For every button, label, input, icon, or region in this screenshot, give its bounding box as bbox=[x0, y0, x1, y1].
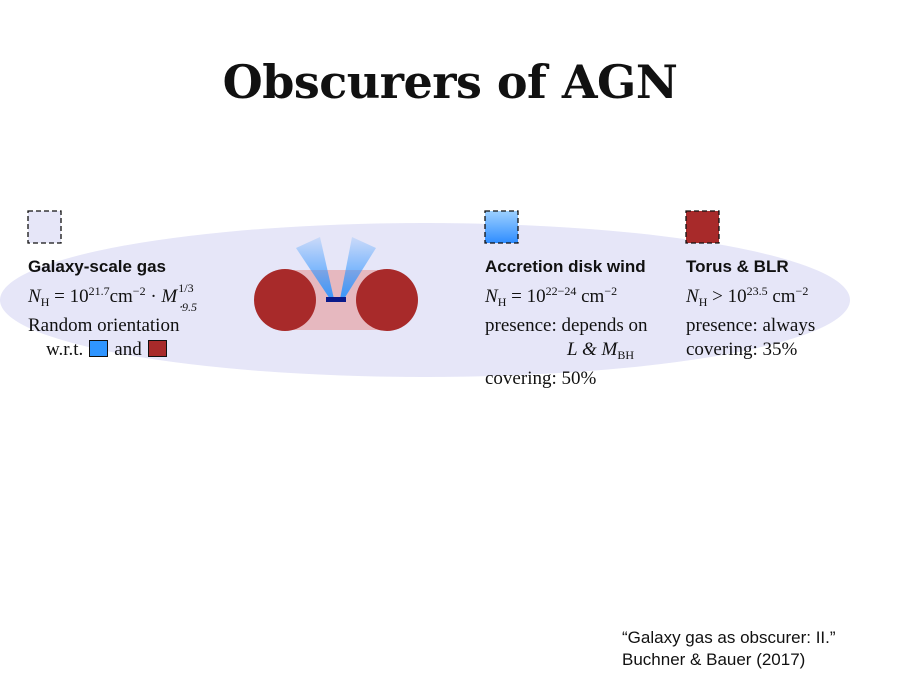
torus-heading: Torus & BLR bbox=[686, 257, 789, 276]
depends-on-text: L & M bbox=[567, 339, 618, 360]
nh-unit-exponent: −2 bbox=[604, 284, 618, 298]
nh-base: 10 bbox=[727, 286, 747, 307]
mass-subscript: ⋅9.5 bbox=[178, 300, 198, 314]
torus-mini-swatch bbox=[147, 340, 167, 357]
galaxy-gas-swatch bbox=[27, 210, 62, 244]
nh-base: 10 bbox=[69, 286, 89, 307]
torus-right-cloud bbox=[356, 269, 418, 331]
galaxy-gas-heading: Galaxy-scale gas bbox=[28, 257, 166, 276]
wind-cone-left bbox=[296, 237, 334, 299]
wrt-label: w.r.t. bbox=[46, 339, 84, 360]
torus-nh-formula: NH > 1023.5 cm−2 bbox=[686, 284, 809, 309]
disk-wind-covering: covering: 50% bbox=[485, 368, 597, 389]
torus-presence: presence: always bbox=[686, 315, 816, 336]
torus-covering: covering: 35% bbox=[686, 339, 798, 360]
nh-unit: cm bbox=[581, 286, 605, 307]
nh-unit-exponent: −2 bbox=[132, 284, 146, 298]
wind-cone-right bbox=[340, 237, 376, 299]
nh-unit: cm bbox=[772, 286, 796, 307]
disk-wind-block: Accretion disk wind NH = 1022−24 cm−2 pr… bbox=[485, 257, 648, 391]
nh-exponent: 23.5 bbox=[746, 284, 768, 298]
disk-wind-depends: L & MBH bbox=[485, 338, 648, 367]
nh-base: 10 bbox=[526, 286, 546, 307]
galaxy-gas-nh-formula: NH = 1021.7cm−2 · M 1/3 ⋅9.5 bbox=[28, 279, 197, 314]
galaxy-gas-ellipse bbox=[0, 223, 850, 377]
nh-exponent: 22−24 bbox=[545, 284, 577, 298]
nh-unit: cm bbox=[109, 286, 133, 307]
torus-left-cloud bbox=[254, 269, 316, 331]
wrt-line: w.r.t. and bbox=[28, 338, 179, 362]
nh-unit-exponent: −2 bbox=[795, 284, 809, 298]
mass-exponent: 1/3 bbox=[178, 281, 194, 295]
disk-wind-presence: presence: depends on bbox=[485, 315, 648, 336]
citation-title: “Galaxy gas as obscurer: II.” bbox=[622, 628, 836, 647]
agn-schematic bbox=[254, 237, 418, 331]
disk-wind-heading: Accretion disk wind bbox=[485, 257, 646, 276]
disk-wind-swatch bbox=[484, 210, 519, 244]
depends-on-subscript: BH bbox=[617, 348, 635, 362]
torus-block: Torus & BLR NH > 1023.5 cm−2 presence: a… bbox=[686, 257, 815, 362]
random-orientation-label: Random orientation bbox=[28, 315, 180, 336]
citation: “Galaxy gas as obscurer: II.” Buchner & … bbox=[622, 627, 836, 671]
wind-mini-swatch bbox=[89, 340, 109, 357]
nh-exponent: 21.7 bbox=[88, 284, 110, 298]
and-label: and bbox=[114, 339, 142, 360]
slide-title: Obscurers of AGN bbox=[222, 55, 678, 109]
accretion-disk bbox=[326, 297, 346, 302]
torus-swatch bbox=[685, 210, 720, 244]
galaxy-gas-block: Galaxy-scale gas NH = 1021.7cm−2 · M 1/3 ⋅… bbox=[28, 257, 197, 362]
disk-wind-nh-formula: NH = 1022−24 cm−2 bbox=[485, 284, 618, 309]
citation-authors: Buchner & Bauer (2017) bbox=[622, 650, 806, 669]
